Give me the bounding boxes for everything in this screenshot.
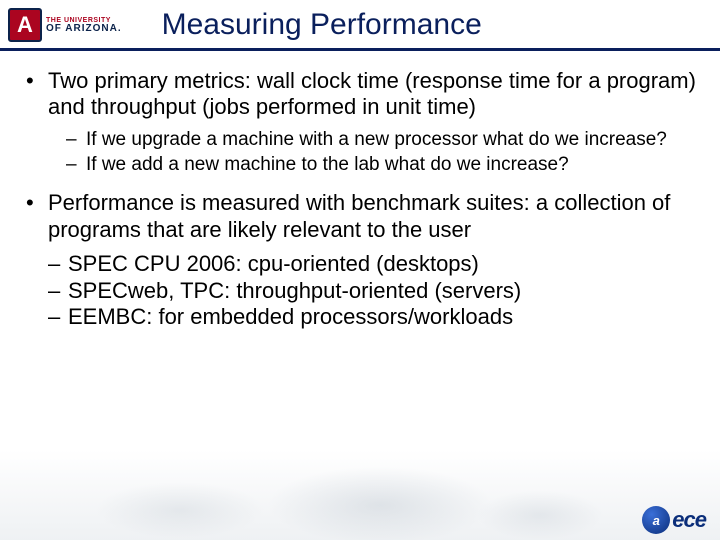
- bullet-item: • Performance is measured with benchmark…: [22, 190, 698, 243]
- sub-bullet-item: – EEMBC: for embedded processors/workloa…: [48, 304, 698, 330]
- ece-ring-icon: a: [642, 506, 670, 534]
- slide-content: • Two primary metrics: wall clock time (…: [0, 50, 720, 330]
- bullet-text: Performance is measured with benchmark s…: [48, 190, 698, 243]
- dash-mark: –: [48, 251, 68, 277]
- ece-text: ece: [672, 507, 706, 533]
- sub-list: – If we upgrade a machine with a new pro…: [22, 129, 698, 177]
- bullet-mark: •: [22, 68, 48, 121]
- sub-bullet-item: – If we upgrade a machine with a new pro…: [66, 129, 698, 152]
- dash-mark: –: [48, 304, 68, 330]
- bullet-item: • Two primary metrics: wall clock time (…: [22, 68, 698, 121]
- logo-line2: OF ARIZONA.: [46, 24, 122, 34]
- dash-mark: –: [66, 154, 86, 177]
- bullet-text: Two primary metrics: wall clock time (re…: [48, 68, 698, 121]
- footer-background: [0, 450, 720, 540]
- dash-mark: –: [66, 129, 86, 152]
- sub-bullet-text: EEMBC: for embedded processors/workloads: [68, 304, 698, 330]
- sub-bullet-item: – SPECweb, TPC: throughput-oriented (ser…: [48, 278, 698, 304]
- slide-title: Measuring Performance: [162, 8, 482, 42]
- ece-logo: a ece: [642, 506, 706, 534]
- dash-mark: –: [48, 278, 68, 304]
- sub-list: – SPEC CPU 2006: cpu-oriented (desktops)…: [22, 251, 698, 330]
- title-underline: [0, 48, 720, 51]
- sub-bullet-text: If we upgrade a machine with a new proce…: [86, 129, 698, 152]
- sub-bullet-text: If we add a new machine to the lab what …: [86, 154, 698, 177]
- logo-text: THE UNIVERSITY OF ARIZONA.: [46, 17, 122, 34]
- sub-bullet-text: SPECweb, TPC: throughput-oriented (serve…: [68, 278, 698, 304]
- title-bar: A THE UNIVERSITY OF ARIZONA. Measuring P…: [0, 0, 720, 50]
- sub-bullet-text: SPEC CPU 2006: cpu-oriented (desktops): [68, 251, 698, 277]
- logo-a-icon: A: [8, 8, 42, 42]
- sub-bullet-item: – If we add a new machine to the lab wha…: [66, 154, 698, 177]
- sub-bullet-item: – SPEC CPU 2006: cpu-oriented (desktops): [48, 251, 698, 277]
- university-logo: A THE UNIVERSITY OF ARIZONA.: [8, 8, 122, 42]
- bullet-mark: •: [22, 190, 48, 243]
